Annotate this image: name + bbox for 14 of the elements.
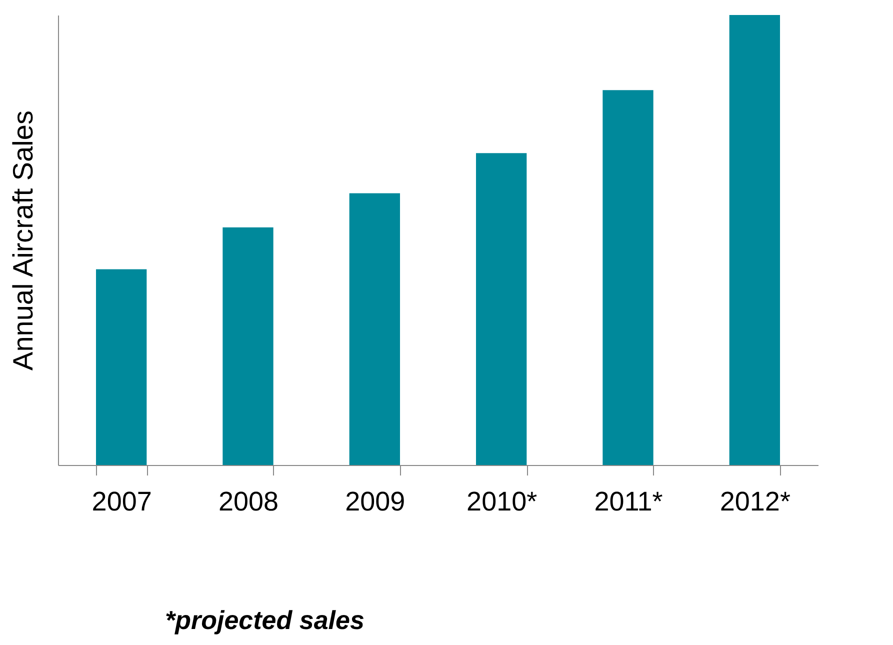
bar	[729, 15, 780, 465]
x-tick-label: 2007	[92, 486, 152, 516]
bar	[349, 193, 400, 465]
bar	[222, 227, 274, 465]
y-axis-title: Annual Aircraft Sales	[8, 110, 38, 370]
x-tick-label: 2008	[218, 486, 279, 516]
x-tick-label: 2009	[345, 486, 406, 516]
x-tick-label: 2010*	[466, 486, 538, 516]
text: *projected sales	[165, 605, 364, 636]
bar	[476, 153, 527, 465]
bar	[96, 269, 147, 465]
x-tick-label: 2011*	[594, 486, 664, 516]
bar	[602, 90, 654, 465]
x-tick-label: 2012*	[720, 486, 791, 516]
